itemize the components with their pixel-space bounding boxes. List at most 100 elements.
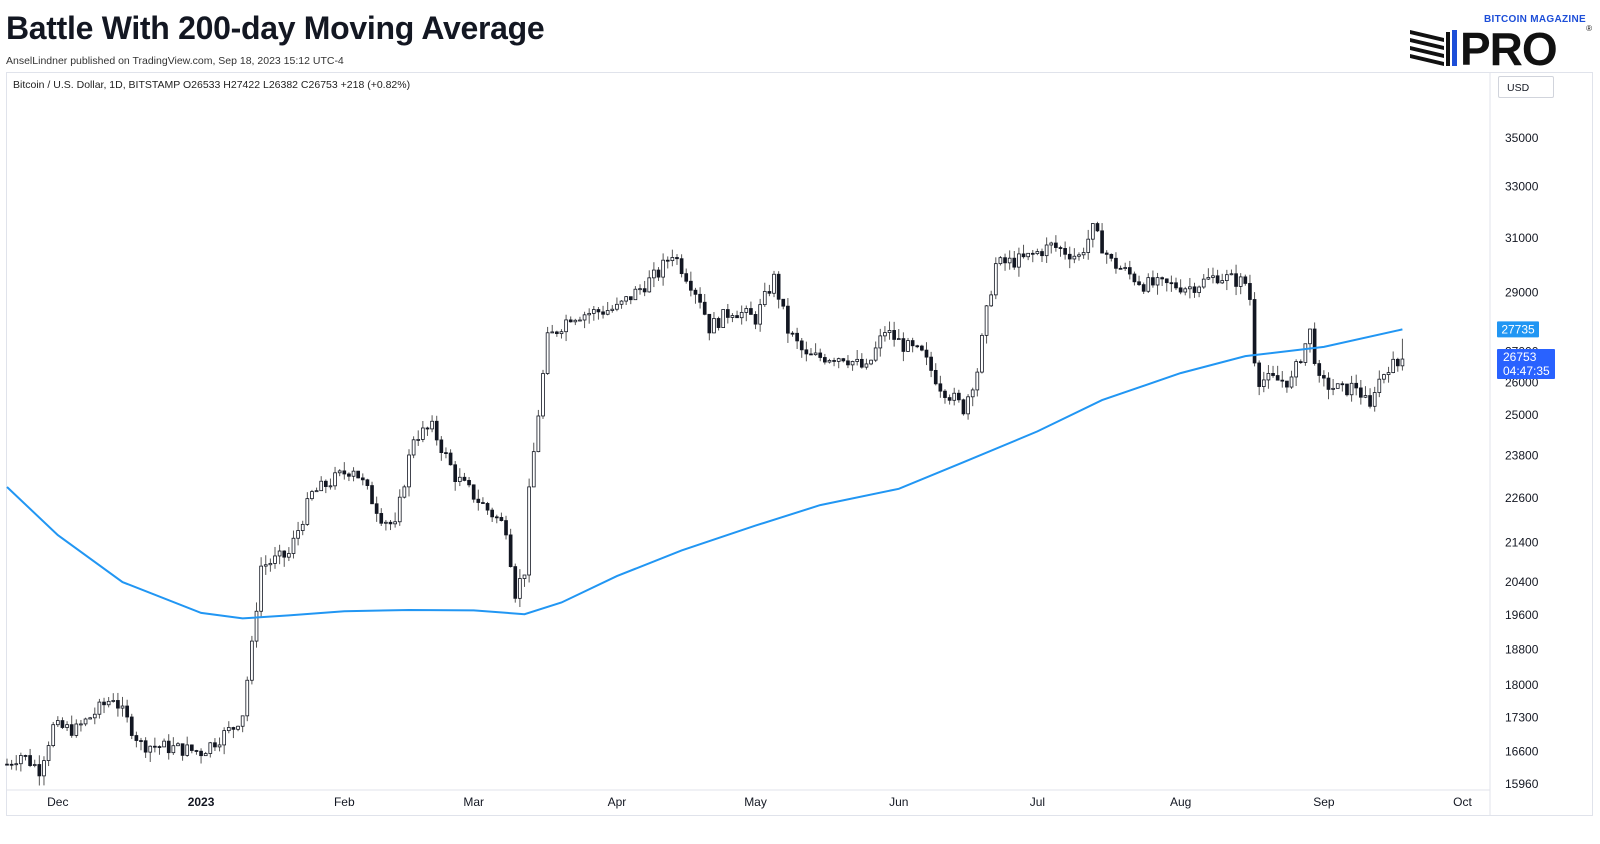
candle-body [1174,282,1178,289]
candle-body [739,312,744,319]
candle-body [347,473,351,477]
candle-body [1127,267,1132,275]
candle-body [1280,379,1285,382]
candle-body [823,357,827,363]
candle-body [176,743,180,747]
candle-body [1234,273,1238,287]
candle-body [1100,230,1104,254]
candle-body [1395,358,1400,367]
candle-body [416,439,421,441]
candle-body [1017,253,1021,268]
chart-pane[interactable] [6,72,1593,816]
candle-body [642,288,647,293]
candle-body [79,723,83,726]
candle-body [1317,363,1322,376]
candle-body [587,312,592,316]
candle-body [42,760,46,777]
candle-body [388,521,393,525]
candle-body [693,289,698,295]
x-tick-label: Jul [1030,795,1045,809]
last-price-label: 26753 [1503,350,1537,364]
candle-body [846,360,850,366]
candle-body [194,750,199,752]
candle-body [1225,274,1229,282]
candle-body [1049,242,1054,246]
candle-body [1012,257,1017,268]
candle-body [735,315,739,319]
candle-body [809,353,813,356]
candle-body [134,735,139,741]
currency-button[interactable]: USD [1498,76,1554,98]
candle-body [360,477,365,481]
candle-body [1220,280,1225,284]
candle-body [1114,257,1118,269]
candle-body [448,452,453,466]
candle-body [1289,376,1294,388]
candle-body [1151,277,1155,286]
x-tick-label: May [744,795,767,809]
candle-body [1391,358,1396,373]
candle-body [873,347,878,361]
candle-body [157,746,162,748]
candle-body [943,390,947,398]
candle-body [1303,343,1308,363]
candle-body [531,451,536,488]
candle-body [915,345,920,348]
x-tick-label: Sep [1313,795,1335,809]
candle-body [536,415,541,453]
candle-body [1354,382,1359,389]
candle-body [1044,244,1049,257]
candle-body [568,319,573,323]
candle-body [550,331,555,334]
candle-body [485,503,490,511]
x-tick-label: Feb [334,795,355,809]
candle-body [236,725,240,730]
candle-body [250,640,254,681]
candle-body [1021,253,1026,258]
candle-body [564,319,568,333]
candle-body [374,503,379,514]
candle-body [402,486,407,498]
candle-body [300,523,305,531]
candle-body [1007,257,1012,264]
candle-body [162,740,166,748]
y-tick-label: 16600 [1505,745,1539,759]
candle-body [1201,278,1206,288]
candle-body [1257,362,1262,387]
candle-body [1188,286,1192,290]
candle-body [772,273,776,294]
candle-body [767,291,772,294]
candle-body [1322,375,1326,379]
candle-body [762,291,767,306]
candle-body [305,498,310,525]
candle-body [1261,379,1266,387]
candle-body [226,727,231,732]
candle-body [51,724,56,747]
candle-body [730,315,735,318]
x-tick-label: Dec [47,795,68,809]
candle-body [957,392,961,401]
candle-body [111,700,116,702]
x-tick-label: Oct [1453,795,1472,809]
candle-body [268,563,273,566]
candle-body [60,720,65,728]
candle-body [1275,375,1280,381]
candle-body [1178,287,1183,293]
candle-body [370,485,374,505]
candle-body [356,470,360,479]
x-tick-label: 2023 [188,795,215,809]
candle-body [434,420,439,441]
candle-body [1211,275,1215,278]
candle-body [1386,372,1391,375]
candle-body [1155,277,1160,286]
candle-body [319,480,324,492]
candle-body [23,755,28,757]
y-tick-label: 19600 [1505,608,1539,622]
candle-body [231,727,236,730]
candle-body [892,330,896,340]
candle-body [259,565,263,612]
candle-body [411,439,416,456]
candle-body [153,745,157,748]
candle-body [69,724,74,736]
